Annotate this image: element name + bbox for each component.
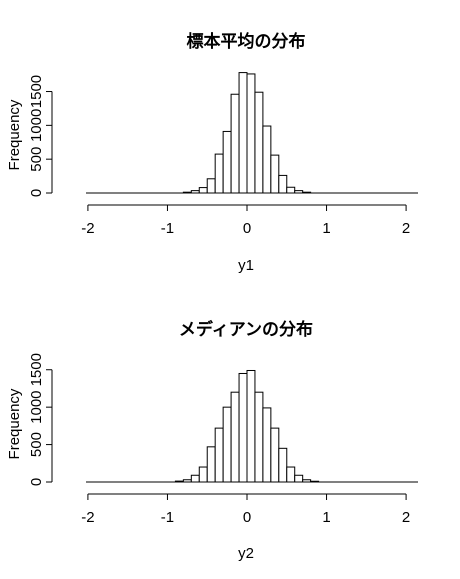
histogram-bar <box>246 369 256 483</box>
histogram-bar <box>198 187 208 194</box>
y-tick-label: 0 <box>28 478 45 486</box>
histogram-panel-median: メディアンの分布 Frequency y2 0 500 1000 1500 -2 -1 0… <box>6 319 418 562</box>
x-tick-label: -1 <box>161 509 174 526</box>
histogram-bar <box>190 474 200 483</box>
x-tick-label: -2 <box>81 220 94 237</box>
histogram-bar <box>286 466 296 483</box>
x-tick-label: -1 <box>161 220 174 237</box>
histogram-bar <box>230 391 240 483</box>
histogram-bar <box>262 407 272 483</box>
x-axis-label: y2 <box>238 545 254 562</box>
histogram-bar <box>254 391 264 483</box>
y-tick-label: 1500 <box>28 353 45 386</box>
x-tick-label: 1 <box>322 220 330 237</box>
histogram-bar <box>254 91 264 194</box>
y-tick-label: 0 <box>28 189 45 197</box>
histogram-bar <box>230 93 240 194</box>
x-axis: -2 -1 0 1 2 <box>81 493 410 526</box>
y-tick-label: 500 <box>28 147 45 172</box>
histogram-bar <box>270 427 280 483</box>
histogram-bar <box>214 427 224 483</box>
y-axis-label: Frequency <box>6 388 23 459</box>
x-tick-label: 0 <box>243 509 251 526</box>
histogram-bar <box>206 178 216 194</box>
chart-title: 標本平均の分布 <box>187 31 306 51</box>
histogram-bar <box>262 125 272 194</box>
x-tick-label: 2 <box>402 220 410 237</box>
histogram-bar <box>206 446 216 483</box>
histogram-bar <box>238 372 248 483</box>
y-tick-label: 1000 <box>28 109 45 142</box>
histogram-bar <box>198 466 208 483</box>
y-axis: 0 500 1000 1500 <box>28 353 53 486</box>
histogram-bar <box>294 474 304 483</box>
histogram-bars <box>86 369 418 483</box>
y-tick-label: 1000 <box>28 390 45 423</box>
histogram-bar <box>214 153 224 194</box>
x-tick-label: 2 <box>402 509 410 526</box>
x-tick-label: -2 <box>81 509 94 526</box>
y-tick-label: 500 <box>28 432 45 457</box>
x-axis: -2 -1 0 1 2 <box>81 204 410 237</box>
histogram-bar <box>278 174 288 194</box>
x-tick-label: 1 <box>322 509 330 526</box>
histogram-bar <box>222 406 232 483</box>
x-tick-label: 0 <box>243 220 251 237</box>
x-axis-label: y1 <box>238 257 254 274</box>
y-tick-label: 1500 <box>28 75 45 108</box>
histogram-bar <box>278 447 288 483</box>
histogram-bar <box>222 130 232 194</box>
histogram-bar <box>238 72 248 194</box>
histogram-bar <box>270 154 280 194</box>
y-axis-label: Frequency <box>6 99 23 170</box>
chart-title: メディアンの分布 <box>179 319 313 339</box>
histogram-bar <box>246 73 256 194</box>
histogram-bar <box>286 186 296 194</box>
histogram-bars <box>86 72 418 194</box>
